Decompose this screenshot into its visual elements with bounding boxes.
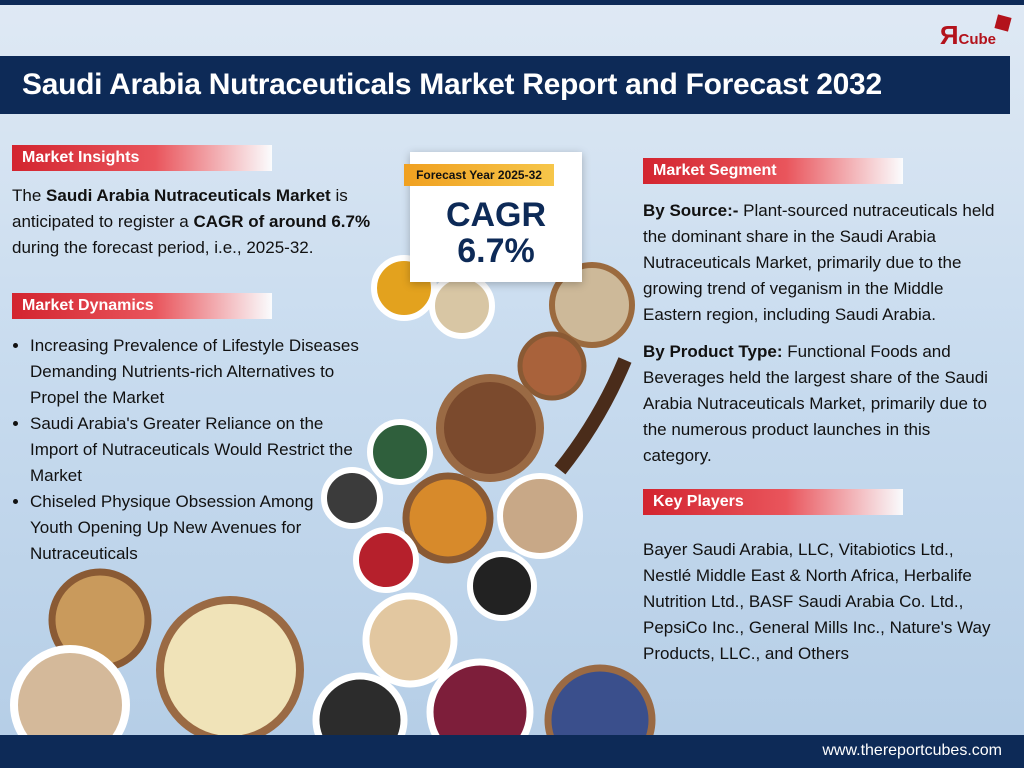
cagr-badge: Forecast Year 2025-32 CAGR 6.7% bbox=[404, 152, 582, 282]
section-heading: Market Insights bbox=[12, 145, 272, 171]
badge-label: CAGR bbox=[445, 196, 547, 234]
section-heading: Market Dynamics bbox=[12, 293, 272, 319]
bold-text: Saudi Arabia Nutraceuticals Market bbox=[46, 186, 331, 205]
list-item: Chiseled Physique Obsession Among Youth … bbox=[30, 489, 360, 567]
website: www.thereportcubes.com bbox=[822, 742, 1002, 759]
food-illustration bbox=[10, 255, 656, 735]
section-heading: Market Segment bbox=[643, 158, 903, 184]
text: during the forecast period, i.e., 2025-3… bbox=[12, 238, 314, 257]
footer: www.thereportcubes.com bbox=[0, 735, 1024, 768]
badge-ribbon: Forecast Year 2025-32 bbox=[404, 164, 554, 186]
segment-source: By Source:- Plant-sourced nutraceuticals… bbox=[643, 198, 1003, 328]
text: The bbox=[12, 186, 47, 205]
segment-product: By Product Type: Functional Foods and Be… bbox=[643, 339, 1003, 469]
insights-text: The Saudi Arabia Nutraceuticals Market i… bbox=[12, 183, 392, 261]
title: Saudi Arabia Nutraceuticals Market Repor… bbox=[22, 68, 882, 101]
list-item: Increasing Prevalence of Lifestyle Disea… bbox=[30, 333, 360, 411]
text: Plant-sourced nutraceuticals held the do… bbox=[643, 201, 995, 324]
logo: ЯCube bbox=[939, 14, 1012, 51]
text: is anticipated to register a bbox=[12, 186, 348, 231]
players-text: Bayer Saudi Arabia, LLC, Vitabiotics Ltd… bbox=[643, 540, 991, 663]
bowls bbox=[10, 255, 656, 735]
top-band bbox=[0, 0, 1024, 5]
section-heading: Key Players bbox=[643, 489, 903, 515]
text: Functional Foods and Beverages held the … bbox=[643, 342, 988, 465]
bold-text: By Source:- bbox=[643, 201, 739, 220]
dynamics-list: Increasing Prevalence of Lifestyle Disea… bbox=[12, 333, 360, 567]
logo-mark: Я bbox=[939, 20, 959, 50]
badge-value: 6.7% bbox=[457, 232, 535, 270]
bold-text: By Product Type: bbox=[643, 342, 783, 361]
list-item: Saudi Arabia's Greater Reliance on the I… bbox=[30, 411, 360, 489]
logo-text: Cube bbox=[958, 31, 997, 48]
title-bar: Saudi Arabia Nutraceuticals Market Repor… bbox=[0, 56, 1010, 114]
bold-text: CAGR of around 6.7% bbox=[193, 212, 371, 231]
